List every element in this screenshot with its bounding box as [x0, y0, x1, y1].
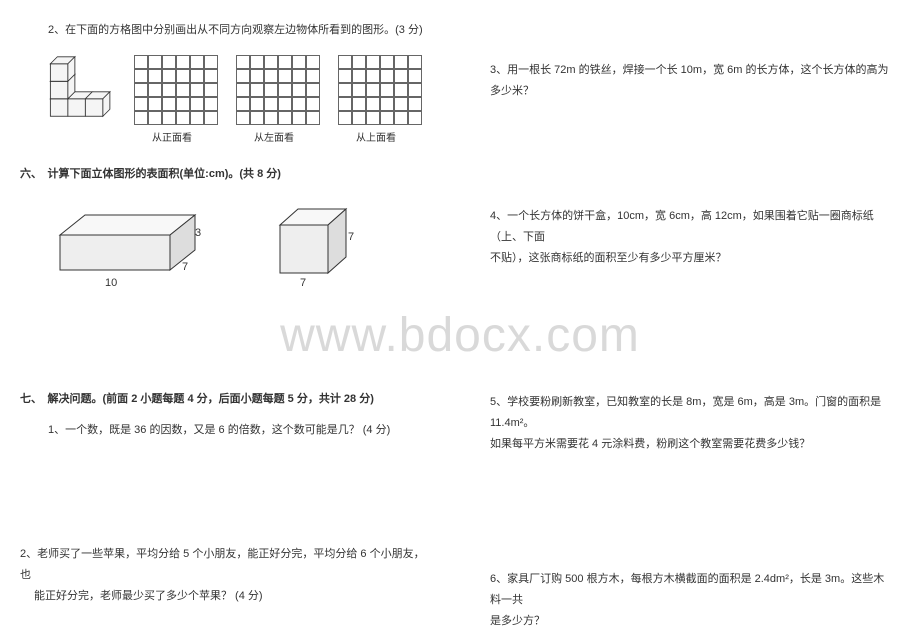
question-6: 6、家具厂订购 500 根方木，每根方木横截面的面积是 2.4dm²，长是 3m…: [490, 569, 890, 632]
cube-edge-r-label: 7: [348, 227, 354, 248]
question-7-2: 2、老师买了一些苹果，平均分给 5 个小朋友，能正好分完，平均分给 6 个小朋友…: [20, 544, 430, 607]
cuboid-w-label: 7: [182, 257, 188, 278]
figure-solids: 3 7 10 7 7: [50, 195, 430, 293]
grid-left: [236, 55, 320, 125]
question-2-views: 2、在下面的方格图中分别画出从不同方向观察左边物体所看到的图形。(3 分): [20, 20, 430, 41]
q5-line2: 如果每平方米需要花 4 元涂料费，粉刷这个教室需要花费多少钱？: [490, 434, 890, 455]
question-3: 3、用一根长 72m 的铁丝，焊接一个长 10m，宽 6m 的长方体，这个长方体…: [490, 60, 890, 102]
label-front: 从正面看: [130, 129, 214, 148]
q7-2-line2: 能正好分完，老师最少买了多少个苹果？ (4 分): [20, 586, 430, 607]
cuboid-l-label: 10: [105, 273, 117, 294]
q6-line2: 是多少方？: [490, 611, 890, 632]
cuboid-shape: 3 7 10: [50, 195, 210, 293]
q7-2-line1: 2、老师买了一些苹果，平均分给 5 个小朋友，能正好分完，平均分给 6 个小朋友…: [20, 544, 430, 586]
label-top: 从上面看: [334, 129, 418, 148]
q5-line1: 5、学校要粉刷新教室，已知教室的长是 8m，宽是 6m，高是 3m。门窗的面积是…: [490, 392, 890, 434]
question-7-1: 1、一个数，既是 36 的因数，又是 6 的倍数，这个数可能是几？ (4 分): [20, 420, 430, 441]
q4-line2: 不贴），这张商标纸的面积至少有多少平方厘米？: [490, 248, 890, 269]
cube-shape: 7 7: [270, 195, 370, 293]
question-5: 5、学校要粉刷新教室，已知教室的长是 8m，宽是 6m，高是 3m。门窗的面积是…: [490, 392, 890, 455]
cube-edge-b-label: 7: [300, 273, 306, 294]
section-7-heading: 七、 解决问题。(前面 2 小题每题 4 分，后面小题每题 5 分，共计 28 …: [20, 389, 430, 410]
question-4: 4、一个长方体的饼干盒，10cm，宽 6cm，高 12cm，如果围着它贴一圈商标…: [490, 206, 890, 269]
cube-stack-icon: [46, 55, 116, 125]
section-6-heading: 六、 计算下面立体图形的表面积(单位:cm)。(共 8 分): [20, 164, 430, 185]
view-labels-row: 从正面看 从左面看 从上面看: [130, 129, 430, 148]
figure-views: [46, 55, 430, 125]
cuboid-h-label: 3: [195, 223, 201, 244]
q6-line1: 6、家具厂订购 500 根方木，每根方木横截面的面积是 2.4dm²，长是 3m…: [490, 569, 890, 611]
grid-front: [134, 55, 218, 125]
label-left: 从左面看: [232, 129, 316, 148]
q4-line1: 4、一个长方体的饼干盒，10cm，宽 6cm，高 12cm，如果围着它贴一圈商标…: [490, 206, 890, 248]
grid-top: [338, 55, 422, 125]
